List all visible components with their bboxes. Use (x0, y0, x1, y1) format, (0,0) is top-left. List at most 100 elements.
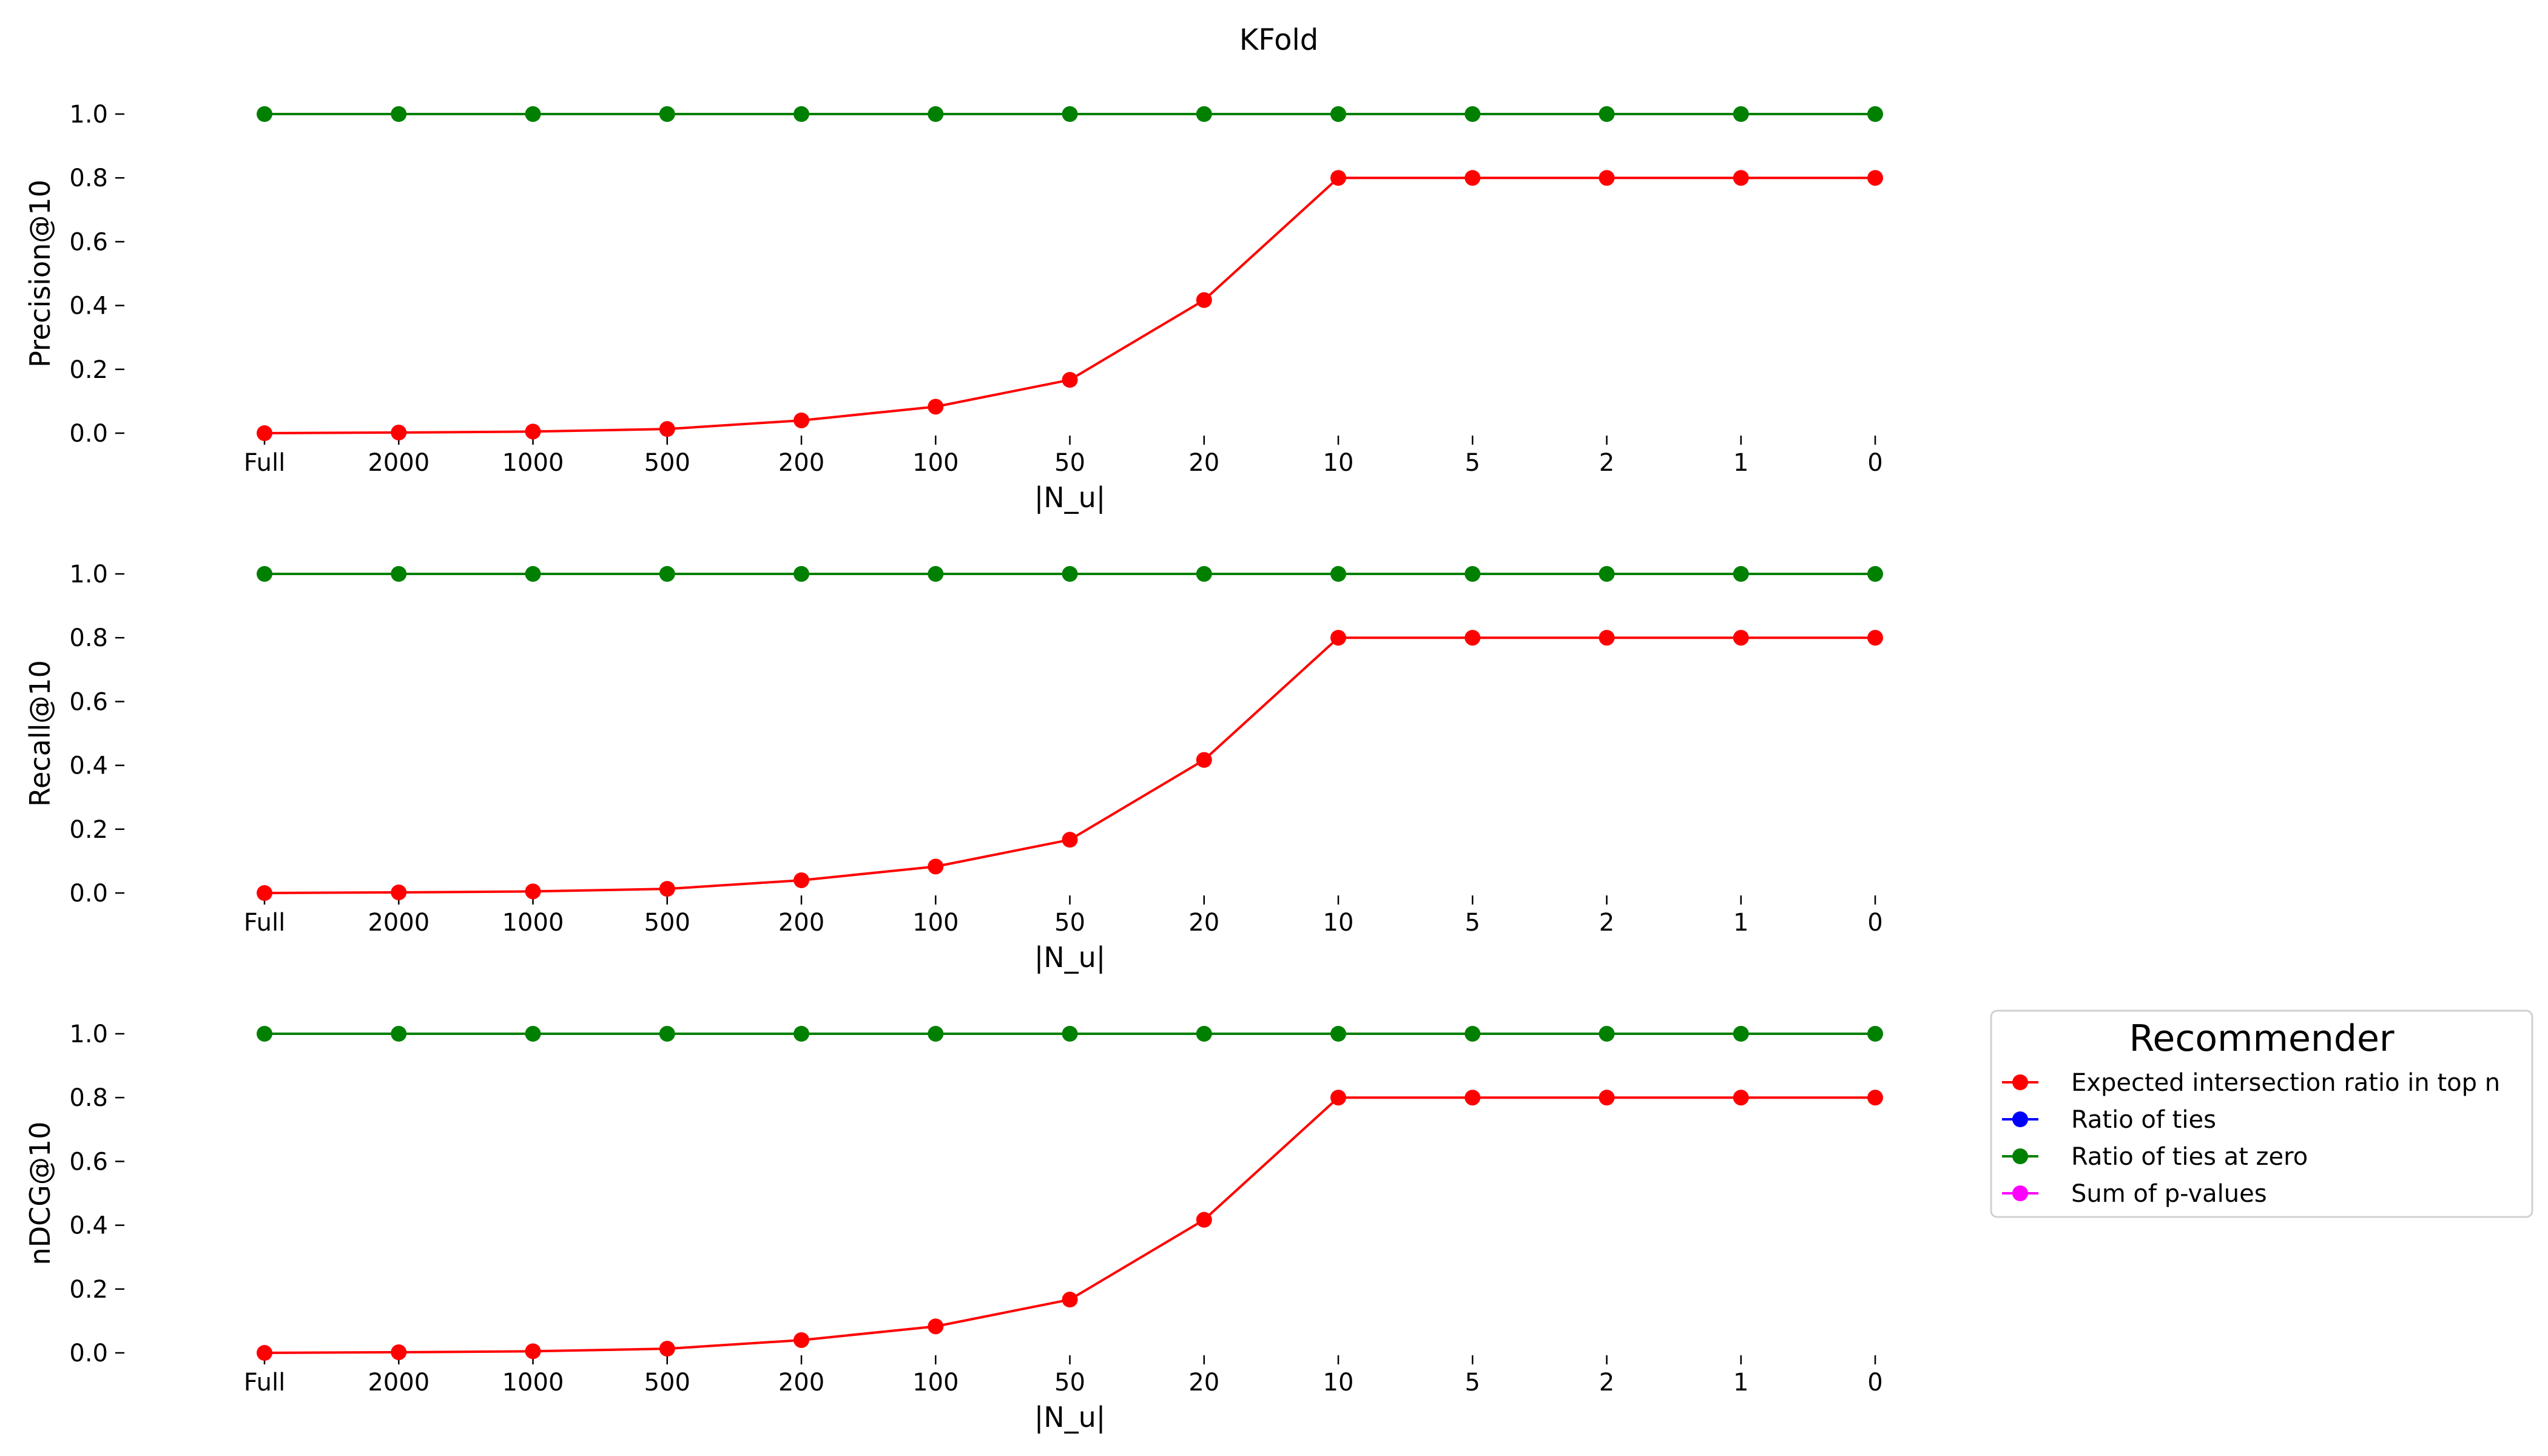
data-point (1330, 566, 1346, 582)
x-tick-label: 2 (1599, 909, 1614, 937)
x-tick-label: 20 (1188, 909, 1219, 937)
data-point (257, 885, 272, 901)
data-point (1196, 1026, 1212, 1042)
y-tick-label: 0.4 (69, 1212, 108, 1240)
y-tick-label: 1.0 (69, 561, 108, 588)
data-point (1062, 566, 1078, 582)
series-line (264, 177, 1875, 434)
x-tick-label: 20 (1188, 1369, 1219, 1397)
data-point (1599, 1026, 1615, 1042)
data-point (1867, 1026, 1883, 1042)
data-point (1867, 1090, 1883, 1106)
x-tick-label: Full (244, 449, 285, 477)
data-point (525, 1026, 541, 1042)
x-tick-label: 500 (644, 1369, 690, 1397)
data-point (928, 1318, 944, 1335)
data-point (1733, 106, 1749, 122)
legend-entry: Ratio of ties at zero (2002, 1143, 2308, 1171)
data-point (794, 412, 809, 428)
subplots: 0.0 0.2 0.4 0.6 0.8 1.0 Full 2000 1000 500 200 100 5… (24, 101, 1883, 1434)
data-point (794, 1332, 809, 1348)
data-point (928, 399, 944, 415)
data-point (1733, 170, 1749, 186)
y-tick-label: 1.0 (69, 101, 108, 129)
data-point (1867, 106, 1883, 122)
data-point (659, 421, 675, 437)
data-point (1599, 170, 1615, 186)
data-point (525, 1343, 541, 1360)
data-point (1196, 1212, 1212, 1228)
legend-entry: Ratio of ties (2002, 1106, 2216, 1134)
x-tick-label: 1 (1733, 909, 1748, 937)
y-tick-label: 0.0 (69, 420, 108, 448)
x-tick-label: 2 (1599, 1369, 1614, 1397)
y-tick-label: 0.8 (69, 164, 108, 192)
data-point (1330, 106, 1346, 122)
data-point (525, 883, 541, 900)
x-tick-label: 2000 (368, 909, 430, 937)
data-point (928, 858, 944, 875)
x-axis-label: |N_u| (1034, 941, 1106, 974)
data-point (1464, 170, 1481, 186)
x-tick-label: 2 (1599, 449, 1614, 477)
data-point (1733, 630, 1749, 646)
x-tick-label: 5 (1465, 1369, 1480, 1397)
data-point (1464, 630, 1481, 646)
y-tick-label: 0.2 (69, 356, 108, 384)
y-tick-label: 0.4 (69, 292, 108, 320)
data-point (1062, 106, 1078, 122)
legend: Recommender Expected intersection ratio i… (1990, 1009, 2533, 1218)
data-point (659, 881, 675, 897)
data-point (659, 566, 675, 582)
x-tick-label: 1000 (502, 909, 564, 937)
data-point (1196, 752, 1212, 768)
legend-title: Recommender (2129, 1017, 2394, 1060)
data-point (1733, 566, 1749, 582)
data-point (525, 106, 541, 122)
data-point (391, 1344, 407, 1360)
data-point (1599, 566, 1615, 582)
x-tick-label: 100 (912, 909, 959, 937)
legend-label: Ratio of ties (2071, 1106, 2216, 1134)
data-point (659, 1026, 675, 1042)
data-point (391, 884, 407, 900)
y-tick-label: 0.6 (69, 228, 108, 256)
x-tick-label: 10 (1323, 1369, 1354, 1397)
series-line (264, 636, 1875, 894)
data-point (928, 566, 944, 582)
data-point (1330, 1026, 1346, 1042)
data-point (391, 424, 407, 440)
series-ratio-of-ties-at-zero (257, 1026, 1883, 1042)
data-point (257, 1345, 272, 1361)
x-tick-label: 1 (1733, 449, 1748, 477)
legend-entry: Sum of p-values (2002, 1180, 2267, 1208)
data-point (794, 566, 809, 582)
data-point (257, 566, 272, 582)
y-tick-label: 0.8 (69, 624, 108, 652)
data-point (257, 106, 272, 122)
x-tick-label: 1000 (502, 1369, 564, 1397)
data-point (1062, 832, 1078, 848)
y-tick-label: 0.4 (69, 752, 108, 780)
series-line (264, 1096, 1875, 1354)
x-tick-label: Full (244, 1369, 285, 1397)
data-point (928, 1026, 944, 1042)
data-point (257, 1026, 272, 1042)
data-point (659, 106, 675, 122)
figure-title: KFold (1239, 23, 1319, 57)
x-tick-label: 50 (1054, 449, 1085, 477)
y-tick-label: 0.2 (69, 1276, 108, 1304)
x-tick-label: 200 (778, 449, 824, 477)
x-tick-label: Full (244, 909, 285, 937)
x-tick-label: 1000 (502, 449, 564, 477)
data-point (794, 1026, 809, 1042)
data-point (391, 566, 407, 582)
legend-marker (2012, 1074, 2028, 1090)
data-point (1733, 1026, 1749, 1042)
legend-label: Ratio of ties at zero (2071, 1143, 2308, 1171)
legend-marker (2012, 1148, 2028, 1164)
data-point (391, 106, 407, 122)
